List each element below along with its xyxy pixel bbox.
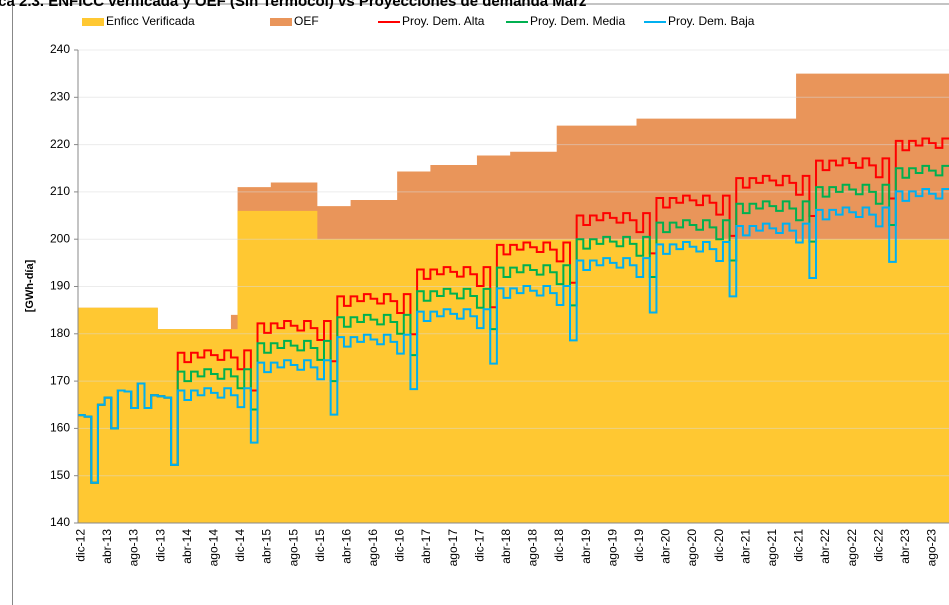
y-axis-label: [GWh-día] — [24, 259, 36, 312]
chart-frame — [12, 3, 949, 605]
x-tick-label: dic-12 — [73, 529, 87, 562]
y-tick-label: 220 — [50, 137, 70, 151]
legend-label: Enficc Verificada — [106, 14, 195, 28]
x-tick-label: ago-23 — [925, 529, 939, 567]
legend-swatch — [82, 18, 104, 26]
y-tick-label: 240 — [50, 42, 70, 56]
x-tick-label: ago-19 — [605, 529, 619, 567]
x-tick-label: abr-20 — [659, 529, 673, 564]
legend-swatch — [270, 18, 292, 26]
x-tick-label: abr-16 — [339, 529, 353, 564]
x-tick-label: ago-14 — [206, 529, 220, 567]
x-tick-label: dic-20 — [712, 529, 726, 562]
x-tick-label: abr-21 — [738, 529, 752, 564]
line — [78, 188, 949, 484]
x-tick-label: dic-18 — [552, 529, 566, 562]
x-tick-label: dic-13 — [153, 529, 167, 562]
x-tick-label: abr-15 — [260, 529, 274, 564]
x-tick-label: ago-22 — [845, 529, 859, 567]
x-tick-label: ago-21 — [765, 529, 779, 567]
legend-label: Proy. Dem. Alta — [402, 14, 485, 28]
x-tick-label: abr-22 — [818, 529, 832, 564]
area — [78, 210, 949, 523]
x-tick-label: dic-19 — [632, 529, 646, 562]
x-tick-label: abr-17 — [419, 529, 433, 564]
x-tick-label: dic-17 — [472, 529, 486, 562]
y-tick-label: 160 — [50, 421, 70, 435]
chart-title: ica 2.3. ENFICC verificada y OEF (Sin Te… — [0, 0, 586, 10]
y-tick-label: 140 — [50, 515, 70, 529]
x-tick-label: ago-16 — [366, 529, 380, 567]
x-tick-label: abr-19 — [579, 529, 593, 564]
y-tick-label: 180 — [50, 326, 70, 340]
y-tick-label: 230 — [50, 89, 70, 103]
legend-label: Proy. Dem. Media — [530, 14, 625, 28]
x-tick-label: abr-23 — [898, 529, 912, 564]
x-tick-label: dic-14 — [233, 529, 247, 562]
x-tick-label: abr-18 — [499, 529, 513, 564]
x-tick-label: dic-16 — [393, 529, 407, 562]
x-tick-label: ago-18 — [526, 529, 540, 567]
x-tick-label: ago-15 — [286, 529, 300, 567]
y-tick-label: 210 — [50, 184, 70, 198]
y-tick-label: 200 — [50, 231, 70, 245]
legend-label: Proy. Dem. Baja — [668, 14, 755, 28]
x-tick-label: dic-21 — [792, 529, 806, 562]
x-tick-label: dic-22 — [871, 529, 885, 562]
x-tick-label: abr-13 — [100, 529, 114, 564]
line — [78, 164, 949, 484]
legend-label: OEF — [294, 14, 319, 28]
x-tick-label: dic-15 — [313, 529, 327, 562]
y-tick-label: 190 — [50, 279, 70, 293]
x-tick-label: ago-20 — [685, 529, 699, 567]
x-tick-label: ago-17 — [446, 529, 460, 567]
y-tick-label: 170 — [50, 373, 70, 387]
y-tick-label: 150 — [50, 468, 70, 482]
x-tick-label: abr-14 — [180, 529, 194, 564]
line — [78, 137, 949, 484]
x-tick-label: ago-13 — [127, 529, 141, 567]
